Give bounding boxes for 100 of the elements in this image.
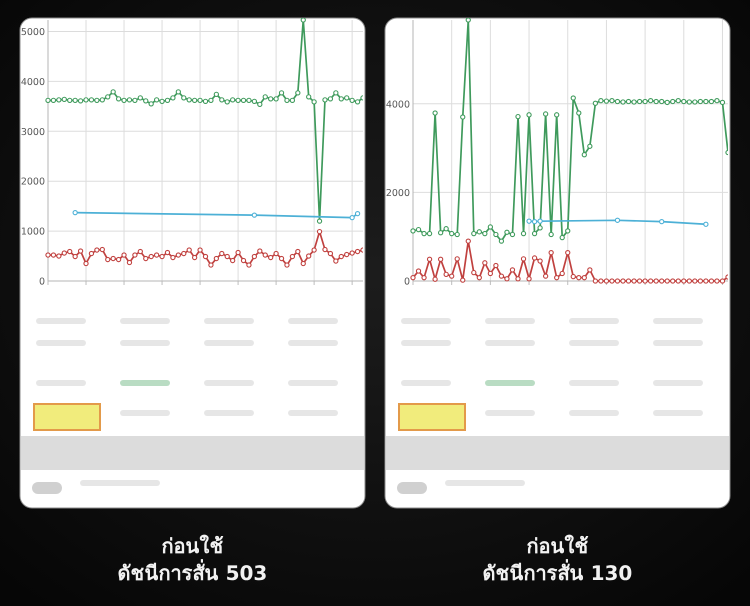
point (94, 98, 100, 103)
point (642, 278, 648, 284)
point (416, 226, 422, 232)
point (476, 275, 482, 280)
point (614, 98, 620, 104)
point (290, 98, 296, 103)
point (654, 278, 659, 284)
point (278, 90, 284, 96)
point (262, 94, 268, 100)
point (659, 98, 664, 104)
point (132, 252, 138, 258)
point (311, 99, 317, 104)
point (214, 92, 220, 98)
point (284, 98, 290, 103)
point (421, 230, 427, 236)
text: ดัชนีการสั่น 130 (482, 558, 632, 585)
point (257, 248, 262, 254)
text: ก่อนใช้ (162, 534, 224, 558)
point (252, 254, 258, 260)
point (648, 278, 654, 284)
point (482, 260, 488, 266)
point (333, 258, 338, 264)
point (714, 278, 720, 284)
y-tick-label: 4000 (386, 99, 410, 110)
point (576, 275, 582, 280)
point (570, 274, 576, 280)
point (349, 98, 355, 103)
point (570, 95, 576, 101)
point (208, 262, 214, 268)
point (449, 273, 454, 279)
point (592, 278, 598, 284)
point (426, 256, 432, 262)
point (354, 99, 360, 104)
point (648, 98, 654, 104)
point (438, 230, 444, 236)
point (176, 252, 181, 258)
point (224, 254, 230, 260)
point (493, 232, 499, 238)
point (290, 254, 296, 260)
point (532, 230, 538, 236)
y-tick-label: 0 (38, 276, 45, 288)
point (560, 270, 565, 276)
point (67, 248, 72, 254)
point (582, 275, 587, 280)
point (88, 250, 94, 256)
text: ก่อนใช้ (526, 534, 588, 558)
point (466, 18, 471, 23)
point (659, 278, 664, 284)
point (421, 275, 427, 280)
point (698, 98, 704, 104)
y-tick-label: 2000 (20, 176, 45, 188)
point (604, 278, 610, 284)
point (186, 97, 192, 102)
point (328, 96, 334, 102)
point (208, 98, 214, 103)
point (498, 273, 504, 279)
point (126, 97, 132, 102)
point (609, 278, 615, 284)
point (72, 210, 78, 216)
point (300, 18, 306, 23)
point (498, 238, 504, 244)
point (515, 276, 521, 282)
point (703, 98, 709, 104)
point (306, 94, 312, 100)
point (598, 278, 604, 284)
point (116, 96, 122, 102)
point (252, 212, 258, 218)
point (164, 98, 170, 103)
point (664, 278, 670, 284)
point (692, 99, 698, 105)
point (664, 100, 670, 106)
point (659, 218, 664, 224)
point (50, 252, 56, 258)
point (626, 98, 632, 104)
point (444, 226, 449, 232)
point (132, 98, 138, 103)
point (592, 100, 598, 106)
point (202, 98, 208, 104)
point (510, 232, 516, 238)
point (219, 97, 224, 102)
point (56, 97, 62, 102)
point (454, 232, 460, 238)
point (110, 256, 116, 262)
point (148, 254, 154, 260)
point (176, 89, 181, 95)
point (202, 254, 208, 260)
point (676, 98, 681, 104)
point (181, 250, 186, 256)
point (720, 100, 726, 106)
text: ดัชนีการสั่น 503 (118, 558, 268, 585)
point (620, 278, 626, 284)
point (72, 98, 78, 103)
point (143, 98, 148, 104)
point (230, 258, 236, 264)
point (159, 98, 165, 104)
point (466, 238, 471, 244)
point (604, 98, 610, 104)
point (344, 95, 350, 100)
point (170, 95, 176, 100)
point (416, 268, 422, 274)
